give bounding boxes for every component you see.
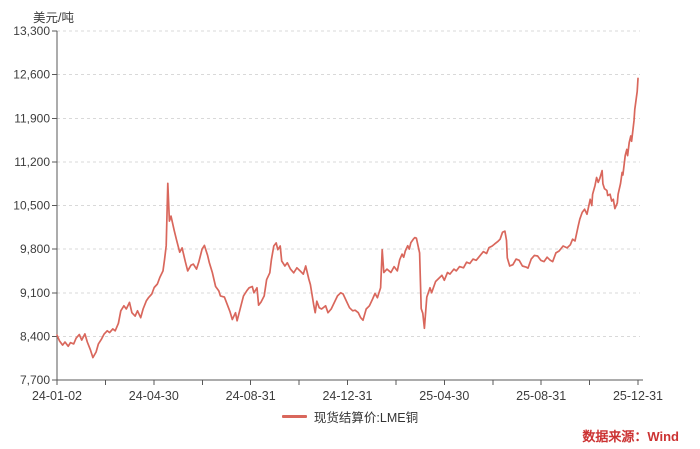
y-tick-label: 9,100 — [20, 286, 50, 300]
price-line-series — [56, 77, 639, 359]
x-tick-label: 24-12-31 — [322, 389, 372, 403]
x-tick-label: 25-04-30 — [419, 389, 469, 403]
legend-series-label: 现货结算价:LME铜 — [313, 411, 419, 425]
x-tick-label: 25-08-31 — [516, 389, 566, 403]
y-tick-label: 11,200 — [14, 155, 50, 169]
y-tick-label: 12,600 — [13, 68, 50, 82]
y-tick-label: 7,700 — [20, 373, 50, 387]
x-tick-label: 24-04-30 — [129, 389, 179, 403]
y-tick-label: 9,800 — [20, 242, 50, 256]
x-tick-label: 25-12-31 — [613, 389, 663, 403]
y-axis-unit-label: 美元/吨 — [33, 11, 74, 25]
y-tick-label: 13,300 — [13, 24, 50, 38]
y-tick-label: 11,900 — [14, 111, 50, 125]
chart-legend: 现货结算价:LME铜 — [0, 407, 700, 426]
x-tick-label: 24-08-31 — [226, 389, 276, 403]
y-tick-label: 10,500 — [13, 199, 50, 213]
data-source-label: 数据来源：Wind — [582, 429, 679, 444]
y-tick-label: 8,400 — [20, 329, 50, 343]
legend-line-marker — [281, 415, 307, 418]
x-tick-label: 24-01-02 — [32, 389, 82, 403]
